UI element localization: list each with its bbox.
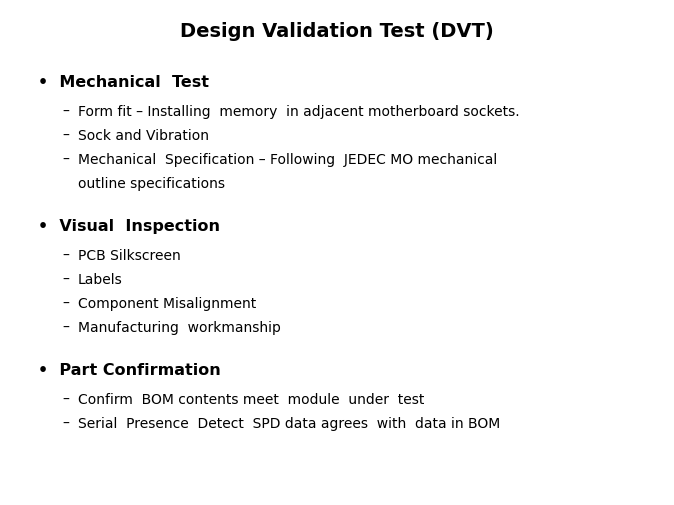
Text: Labels: Labels bbox=[78, 273, 123, 286]
Text: Component Misalignment: Component Misalignment bbox=[78, 296, 256, 311]
Text: Confirm  BOM contents meet  module  under  test: Confirm BOM contents meet module under t… bbox=[78, 392, 425, 406]
Text: Manufacturing  workmanship: Manufacturing workmanship bbox=[78, 320, 281, 334]
Text: –: – bbox=[62, 392, 69, 406]
Text: Design Validation Test (DVT): Design Validation Test (DVT) bbox=[180, 22, 494, 41]
Text: •  Mechanical  Test: • Mechanical Test bbox=[38, 75, 209, 90]
Text: Form fit – Installing  memory  in adjacent motherboard sockets.: Form fit – Installing memory in adjacent… bbox=[78, 105, 520, 119]
Text: •  Part Confirmation: • Part Confirmation bbox=[38, 362, 221, 377]
Text: •  Visual  Inspection: • Visual Inspection bbox=[38, 219, 220, 233]
Text: –: – bbox=[62, 416, 69, 430]
Text: –: – bbox=[62, 296, 69, 311]
Text: –: – bbox=[62, 273, 69, 286]
Text: outline specifications: outline specifications bbox=[78, 177, 225, 190]
Text: Mechanical  Specification – Following  JEDEC MO mechanical: Mechanical Specification – Following JED… bbox=[78, 153, 497, 167]
Text: –: – bbox=[62, 320, 69, 334]
Text: Serial  Presence  Detect  SPD data agrees  with  data in BOM: Serial Presence Detect SPD data agrees w… bbox=[78, 416, 500, 430]
Text: Sock and Vibration: Sock and Vibration bbox=[78, 129, 209, 143]
Text: –: – bbox=[62, 129, 69, 143]
Text: PCB Silkscreen: PCB Silkscreen bbox=[78, 248, 181, 263]
Text: –: – bbox=[62, 105, 69, 119]
Text: –: – bbox=[62, 248, 69, 263]
Text: –: – bbox=[62, 153, 69, 167]
